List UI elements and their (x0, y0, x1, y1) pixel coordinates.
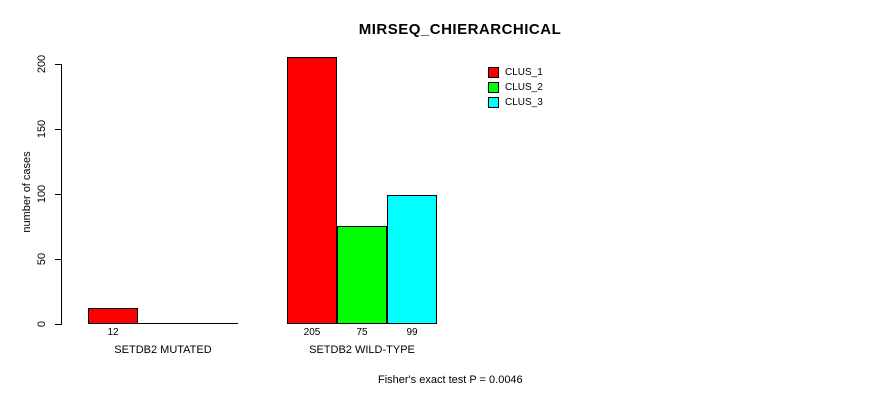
zero-bar-line-clus-3-setdb2-mutated (188, 323, 238, 324)
y-tick-label: 50 (36, 252, 48, 266)
legend-swatch-clus_1 (488, 66, 499, 78)
y-axis-line (61, 64, 62, 325)
legend-item-clus_1: CLUS_1 (488, 66, 543, 78)
legend-item-clus_2: CLUS_2 (488, 81, 543, 93)
legend-label: CLUS_2 (505, 81, 543, 93)
legend-label: CLUS_1 (505, 66, 543, 78)
chart-title: MIRSEQ_CHIERARCHICAL (358, 21, 562, 38)
y-tick-mark (55, 259, 61, 260)
y-tick-label: 0 (36, 320, 48, 328)
legend-label: CLUS_3 (505, 96, 543, 108)
y-tick-label: 100 (36, 184, 48, 204)
y-tick-mark (55, 324, 61, 325)
statistics-caption: Fisher's exact test P = 0.0046 (378, 374, 523, 386)
y-tick-label: 200 (36, 54, 48, 74)
bar-value-label: 99 (406, 327, 418, 338)
y-tick-mark (55, 194, 61, 195)
bar-clus-1-setdb2-wild-type (287, 57, 337, 324)
bar-clus-1-setdb2-mutated (88, 308, 138, 324)
legend-swatch-clus_2 (488, 81, 499, 93)
category-label: SETDB2 WILD-TYPE (309, 344, 415, 356)
y-tick-label: 150 (36, 119, 48, 139)
y-tick-mark (55, 64, 61, 65)
bar-value-label: 75 (356, 327, 368, 338)
zero-bar-line-clus-2-setdb2-mutated (138, 323, 188, 324)
bar-clus-2-setdb2-wild-type (337, 226, 387, 324)
category-label: SETDB2 MUTATED (114, 344, 212, 356)
bar-clus-3-setdb2-wild-type (387, 195, 437, 324)
legend-swatch-clus_3 (488, 96, 499, 108)
y-tick-mark (55, 129, 61, 130)
bar-value-label: 12 (107, 327, 119, 338)
legend-item-clus_3: CLUS_3 (488, 96, 543, 108)
bar-value-label: 205 (303, 327, 321, 338)
